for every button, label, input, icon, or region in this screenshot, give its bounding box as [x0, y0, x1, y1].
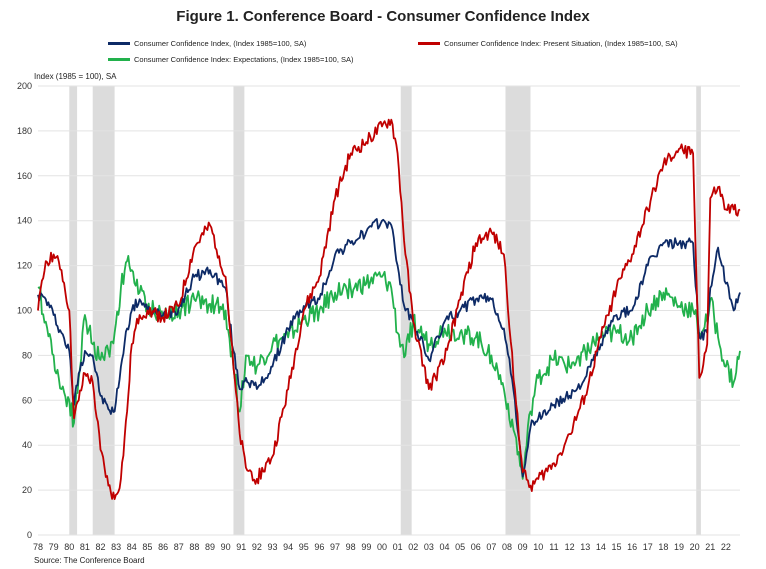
x-tick-label-87: 87 — [174, 542, 184, 552]
x-tick-label-21: 21 — [705, 542, 715, 552]
x-tick-label-14: 14 — [596, 542, 606, 552]
x-tick-label-85: 85 — [142, 542, 152, 552]
x-tick-label-02: 02 — [408, 542, 418, 552]
legend-item-expectations: Consumer Confidence Index: Expectations,… — [108, 55, 354, 64]
legend-item-cci: Consumer Confidence Index, (Index 1985=1… — [108, 39, 306, 48]
y-tick-label-100: 100 — [17, 306, 32, 316]
x-tick-label-11: 11 — [549, 542, 558, 552]
x-tick-label-78: 78 — [33, 542, 43, 552]
y-tick-label-40: 40 — [22, 440, 32, 450]
y-tick-label-120: 120 — [17, 261, 32, 271]
x-tick-label-86: 86 — [158, 542, 168, 552]
x-tick-label-03: 03 — [424, 542, 434, 552]
x-tick-label-94: 94 — [283, 542, 293, 552]
legend-label-present: Consumer Confidence Index: Present Situa… — [444, 39, 678, 48]
y-tick-label-80: 80 — [22, 350, 32, 360]
x-tick-label-93: 93 — [268, 542, 278, 552]
legend-item-present: Consumer Confidence Index: Present Situa… — [418, 39, 678, 48]
y-axis-ticks: 0 20 40 60 80 100 120 140 160 180 200 — [17, 81, 32, 540]
x-tick-label-18: 18 — [658, 542, 668, 552]
x-tick-label-92: 92 — [252, 542, 262, 552]
legend-swatch-expectations — [108, 58, 130, 61]
x-tick-label-97: 97 — [330, 542, 340, 552]
legend-swatch-present — [418, 42, 440, 45]
x-tick-label-84: 84 — [127, 542, 137, 552]
x-tick-label-80: 80 — [64, 542, 74, 552]
series-line-0 — [37, 218, 741, 478]
y-tick-label-200: 200 — [17, 81, 32, 91]
x-tick-label-01: 01 — [393, 542, 403, 552]
x-tick-label-04: 04 — [439, 542, 449, 552]
x-tick-label-81: 81 — [80, 542, 90, 552]
x-tick-label-96: 96 — [314, 542, 324, 552]
x-tick-label-89: 89 — [205, 542, 215, 552]
x-tick-label-19: 19 — [674, 542, 684, 552]
x-tick-label-82: 82 — [96, 542, 106, 552]
x-tick-label-10: 10 — [533, 542, 543, 552]
y-tick-label-20: 20 — [22, 485, 32, 495]
y-tick-label-180: 180 — [17, 126, 32, 136]
y-tick-label-60: 60 — [22, 395, 32, 405]
gridlines — [38, 85, 740, 536]
legend-label-expectations: Consumer Confidence Index: Expectations,… — [134, 55, 354, 64]
x-tick-label-09: 09 — [518, 542, 528, 552]
series-lines — [37, 118, 741, 500]
x-tick-label-06: 06 — [471, 542, 481, 552]
x-tick-label-22: 22 — [721, 542, 731, 552]
legend-swatch-cci — [108, 42, 130, 45]
y-tick-label-140: 140 — [17, 216, 32, 226]
x-tick-label-17: 17 — [643, 542, 653, 552]
x-tick-label-08: 08 — [502, 542, 512, 552]
x-tick-label-95: 95 — [299, 542, 309, 552]
x-tick-label-12: 12 — [565, 542, 575, 552]
x-tick-label-88: 88 — [189, 542, 199, 552]
x-tick-label-83: 83 — [111, 542, 121, 552]
x-tick-label-91: 91 — [236, 542, 246, 552]
x-tick-label-99: 99 — [361, 542, 371, 552]
chart-title: Figure 1. Conference Board - Consumer Co… — [176, 8, 590, 25]
y-tick-label-160: 160 — [17, 171, 32, 181]
x-tick-label-00: 00 — [377, 542, 387, 552]
series-line-1 — [37, 118, 741, 500]
x-tick-label-98: 98 — [346, 542, 356, 552]
y-axis-unit-label: Index (1985 = 100), SA — [34, 72, 117, 81]
x-tick-label-15: 15 — [611, 542, 621, 552]
source-note: Source: The Conference Board — [34, 556, 145, 565]
legend-label-cci: Consumer Confidence Index, (Index 1985=1… — [134, 39, 307, 48]
x-tick-label-13: 13 — [580, 542, 590, 552]
x-tick-label-20: 20 — [690, 542, 700, 552]
x-axis-ticks: 78 79 80 81 82 83 84 85 86 87 88 89 90 91 92 93 94 95 96 97… — [33, 542, 731, 552]
x-tick-label-05: 05 — [455, 542, 465, 552]
x-tick-label-16: 16 — [627, 542, 637, 552]
series-line-2 — [37, 255, 741, 480]
y-tick-label-0: 0 — [27, 530, 32, 540]
x-tick-label-07: 07 — [486, 542, 496, 552]
x-tick-label-90: 90 — [221, 542, 231, 552]
x-tick-label-79: 79 — [49, 542, 59, 552]
